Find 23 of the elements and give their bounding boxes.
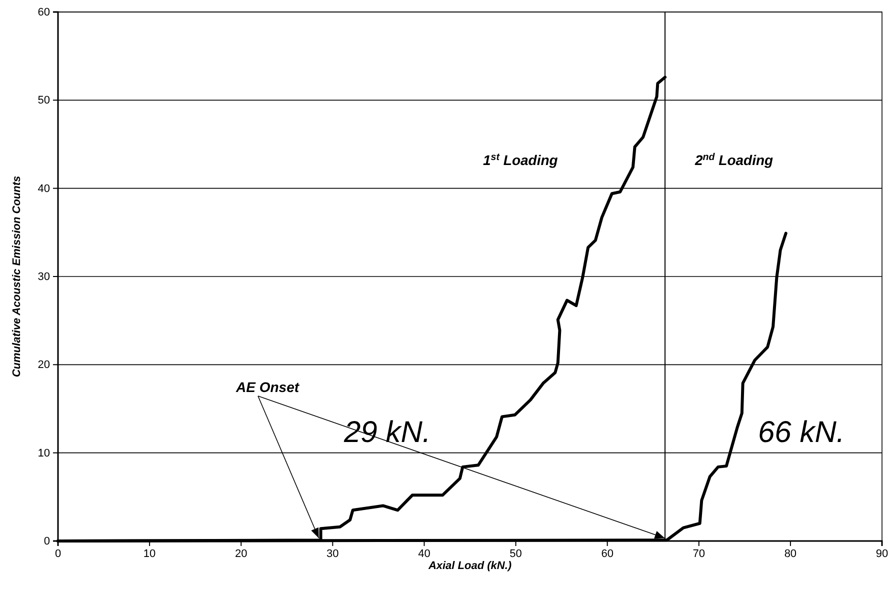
x-tick-label: 0 xyxy=(54,548,62,560)
x-tick-label: 60 xyxy=(601,548,614,560)
x-tick-label: 10 xyxy=(143,548,156,560)
y-tick-label: 20 xyxy=(38,359,50,372)
y-axis-title: Cumulative Acoustic Emission Counts xyxy=(11,176,23,378)
x-tick-label: 50 xyxy=(510,548,522,560)
x-axis-title: Axial Load (kN.) xyxy=(427,560,512,572)
y-tick-label: 30 xyxy=(38,271,50,284)
annotation: 66 kN. xyxy=(758,416,845,449)
y-tick-label: 60 xyxy=(38,6,50,19)
x-tick-label: 80 xyxy=(784,548,797,560)
x-tick-label: 40 xyxy=(418,548,430,560)
annotation: 2$^{nd}$ Loading xyxy=(694,152,774,168)
y-tick-label: 0 xyxy=(44,536,50,548)
y-tick-label: 40 xyxy=(38,182,50,195)
x-tick-label: 20 xyxy=(234,548,248,560)
x-tick-label: 90 xyxy=(876,548,888,560)
y-tick-label: 50 xyxy=(38,94,50,107)
x-tick-label: 70 xyxy=(692,548,706,560)
annotation: AE Onset xyxy=(235,379,300,395)
annotation: 1$^{st}$ Loading xyxy=(483,152,558,168)
x-tick-label: 30 xyxy=(326,548,339,560)
y-tick-label: 10 xyxy=(38,447,50,460)
